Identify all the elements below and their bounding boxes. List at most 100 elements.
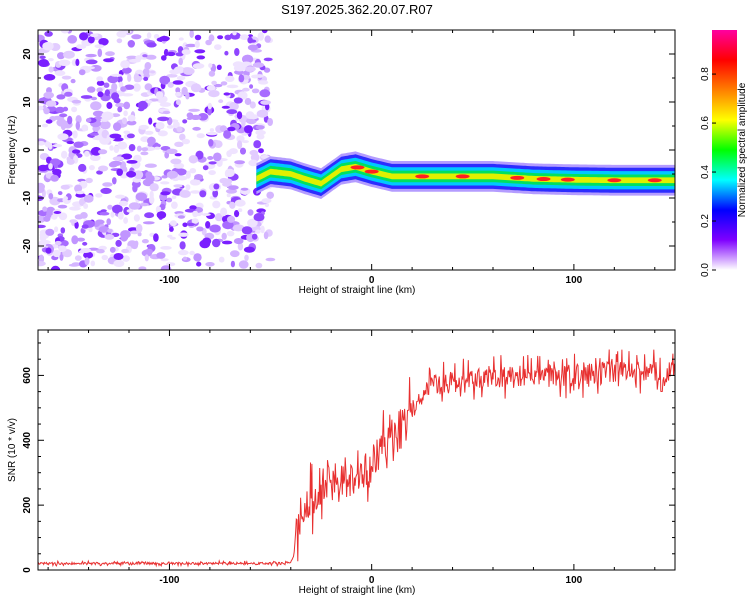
noise-blob bbox=[156, 252, 166, 259]
noise-blob bbox=[112, 204, 123, 214]
noise-blob bbox=[38, 105, 44, 111]
noise-blob bbox=[196, 133, 205, 139]
noise-blob bbox=[179, 190, 191, 198]
noise-blob bbox=[213, 183, 220, 190]
noise-blob bbox=[136, 145, 142, 152]
noise-blob bbox=[81, 124, 89, 132]
noise-blob bbox=[90, 146, 102, 156]
noise-blob bbox=[60, 227, 66, 234]
noise-blob bbox=[149, 183, 159, 192]
noise-blob bbox=[192, 126, 201, 131]
noise-blob bbox=[160, 265, 172, 270]
noise-blob bbox=[80, 248, 92, 253]
noise-blob bbox=[183, 67, 192, 71]
noise-blob bbox=[142, 68, 150, 76]
noise-blob bbox=[142, 54, 148, 58]
noise-blob bbox=[243, 246, 255, 253]
noise-blob bbox=[194, 174, 204, 180]
noise-blob bbox=[107, 204, 113, 210]
noise-blob bbox=[137, 232, 142, 237]
noise-blob bbox=[122, 255, 130, 262]
noise-blob bbox=[143, 76, 149, 81]
noise-blob bbox=[249, 149, 259, 156]
noise-blob bbox=[144, 163, 157, 168]
noise-blob bbox=[251, 233, 258, 240]
noise-blob bbox=[201, 213, 211, 216]
snr-frame bbox=[37, 329, 676, 571]
noise-blob bbox=[159, 102, 172, 107]
noise-blob bbox=[60, 184, 70, 190]
colorbar-tick-label: 0.8 bbox=[700, 67, 711, 81]
signal-peak bbox=[536, 177, 551, 182]
noise-blob bbox=[74, 184, 83, 193]
noise-blob bbox=[141, 239, 149, 244]
noise-blob bbox=[176, 126, 183, 133]
noise-blob bbox=[175, 87, 181, 94]
noise-blob bbox=[84, 257, 90, 266]
noise-blob bbox=[57, 204, 68, 209]
snr-y-tick-label: 400 bbox=[22, 431, 33, 448]
noise-blob bbox=[107, 228, 113, 233]
noise-blob bbox=[66, 156, 71, 162]
noise-blob bbox=[104, 89, 110, 97]
noise-blob bbox=[247, 218, 258, 228]
noise-blob bbox=[221, 105, 230, 109]
noise-blob bbox=[162, 110, 171, 115]
noise-blob bbox=[260, 100, 271, 105]
noise-blob bbox=[144, 83, 153, 91]
noise-blob bbox=[67, 35, 78, 44]
noise-blob bbox=[247, 44, 259, 51]
noise-blob bbox=[96, 249, 105, 254]
noise-blob bbox=[141, 147, 149, 152]
signal-peak bbox=[647, 178, 662, 183]
noise-blob bbox=[50, 265, 61, 270]
noise-blob bbox=[249, 84, 254, 89]
noise-blob bbox=[264, 35, 271, 43]
noise-blob bbox=[38, 164, 49, 172]
noise-blob bbox=[75, 115, 82, 124]
spectrogram-noise-region bbox=[38, 30, 276, 270]
noise-blob bbox=[64, 91, 73, 97]
noise-blob bbox=[54, 240, 62, 246]
colorbar-tick-label: 0.2 bbox=[700, 214, 711, 228]
noise-blob bbox=[258, 80, 269, 85]
noise-blob bbox=[169, 69, 181, 75]
noise-blob bbox=[95, 193, 103, 198]
noise-blob bbox=[196, 55, 206, 60]
noise-blob bbox=[146, 32, 152, 39]
noise-blob bbox=[133, 83, 141, 92]
noise-blob bbox=[169, 236, 176, 240]
noise-blob bbox=[175, 52, 184, 57]
noise-blob bbox=[242, 54, 254, 64]
noise-blob bbox=[127, 40, 135, 48]
noise-blob bbox=[113, 253, 124, 260]
noise-blob bbox=[169, 226, 174, 232]
noise-blob bbox=[247, 34, 253, 38]
noise-blob bbox=[160, 191, 171, 196]
noise-blob bbox=[205, 221, 211, 229]
noise-blob bbox=[226, 109, 238, 115]
noise-blob bbox=[223, 92, 231, 96]
noise-blob bbox=[54, 70, 66, 76]
noise-blob bbox=[113, 259, 125, 267]
noise-blob bbox=[189, 179, 201, 186]
snr-series-line bbox=[38, 349, 675, 568]
noise-blob bbox=[213, 152, 222, 162]
noise-blob bbox=[100, 187, 112, 194]
noise-blob bbox=[145, 54, 157, 60]
noise-blob bbox=[208, 170, 216, 176]
noise-blob bbox=[66, 140, 75, 145]
noise-blob bbox=[123, 110, 128, 117]
noise-blob bbox=[147, 136, 156, 146]
noise-blob bbox=[98, 149, 108, 155]
noise-blob bbox=[92, 110, 104, 117]
noise-blob bbox=[128, 202, 141, 210]
noise-blob bbox=[49, 196, 61, 206]
noise-blob bbox=[259, 89, 271, 98]
noise-blob bbox=[122, 67, 132, 74]
noise-blob bbox=[144, 254, 149, 262]
noise-blob bbox=[130, 230, 139, 235]
noise-blob bbox=[189, 168, 197, 174]
noise-blob bbox=[106, 102, 113, 109]
